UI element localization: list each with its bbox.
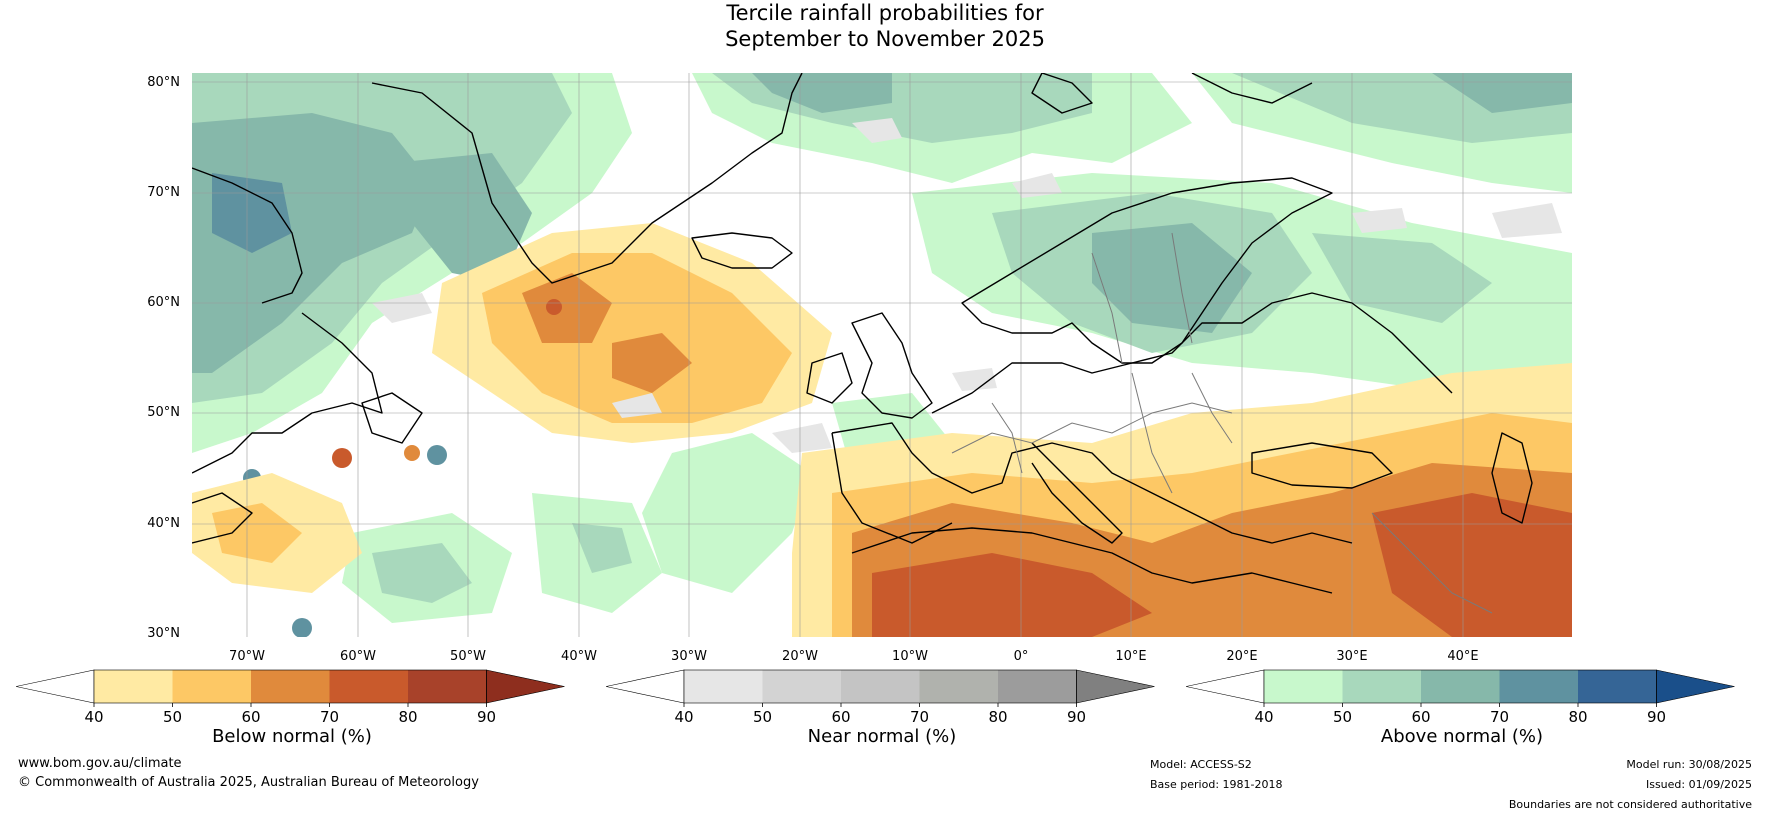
lon-label-40w: 40°W bbox=[561, 649, 597, 664]
map-title-line2: September to November 2025 bbox=[725, 27, 1045, 51]
map-title-line1: Tercile rainfall probabilities for bbox=[726, 1, 1044, 25]
colorbar-low-extend bbox=[1186, 669, 1265, 704]
lat-label-30n: 30°N bbox=[147, 626, 180, 641]
colorbar-seg-50-60 bbox=[762, 670, 841, 703]
footer-model-run: Model run: 30/08/2025 bbox=[1626, 758, 1752, 771]
colorbar-above-normal: 40 50 60 70 80 90 bbox=[1186, 669, 1735, 724]
labrador-coast bbox=[192, 312, 383, 474]
colorbar-high-extend bbox=[1076, 669, 1155, 704]
colorbar-tick-label: 50 bbox=[753, 708, 772, 724]
colorbar-near-normal-label: Near normal (%) bbox=[807, 726, 957, 747]
lat-label-50n: 50°N bbox=[147, 405, 180, 420]
colorbar-tick-label: 40 bbox=[84, 708, 103, 724]
footer-website: www.bom.gov.au/climate bbox=[18, 756, 182, 771]
colorbar-seg-40-50 bbox=[94, 670, 173, 703]
colorbar-tick-label: 80 bbox=[988, 708, 1007, 724]
colorbar-tick-label: 60 bbox=[1411, 708, 1430, 724]
colorbar-outline bbox=[683, 669, 1077, 704]
footer-copyright: © Commonwealth of Australia 2025, Austra… bbox=[18, 775, 479, 790]
baffin-coast bbox=[192, 167, 303, 304]
colorbar-below-normal: 40 50 60 70 80 90 bbox=[16, 669, 565, 724]
scandinavia-coast bbox=[961, 177, 1333, 364]
colorbar-seg-60-70 bbox=[1421, 670, 1500, 703]
map-title: Tercile rainfall probabilities for Septe… bbox=[0, 0, 1770, 52]
colorbar-tick-label: 60 bbox=[241, 708, 260, 724]
colorbar-tick-label: 70 bbox=[910, 708, 929, 724]
lon-label-40e: 40°E bbox=[1447, 649, 1479, 664]
colorbar-tick-label: 90 bbox=[1067, 708, 1086, 724]
lon-label-20e: 20°E bbox=[1226, 649, 1258, 664]
lon-label-30w: 30°W bbox=[671, 649, 707, 664]
colorbar-tick-label: 80 bbox=[398, 708, 417, 724]
colorbar-high-extend bbox=[1656, 669, 1735, 704]
ireland-coast bbox=[806, 352, 853, 404]
colorbar-tick-label: 70 bbox=[1490, 708, 1509, 724]
rainfall-probability-map bbox=[192, 73, 1572, 637]
colorbar-below-normal-label: Below normal (%) bbox=[212, 726, 372, 747]
colorbar-high-extend bbox=[486, 669, 565, 704]
colorbar-tick-label: 50 bbox=[1333, 708, 1352, 724]
colorbar-tick-label: 70 bbox=[320, 708, 339, 724]
nova-scotia-coast bbox=[192, 492, 253, 544]
lat-label-70n: 70°N bbox=[147, 185, 180, 200]
lon-label-60w: 60°W bbox=[340, 649, 376, 664]
north-africa-coast bbox=[851, 527, 1333, 594]
footer-model: Model: ACCESS-S2 bbox=[1150, 758, 1252, 771]
svalbard-coast bbox=[1031, 73, 1093, 114]
colorbar-seg-80-90 bbox=[1578, 670, 1657, 703]
colorbar-tick-label: 40 bbox=[674, 708, 693, 724]
mediterranean-north-coast bbox=[831, 422, 1353, 544]
lon-label-10w: 10°W bbox=[892, 649, 928, 664]
colorbar-tick-label: 50 bbox=[163, 708, 182, 724]
great-britain-coast bbox=[851, 312, 933, 419]
lon-label-50w: 50°W bbox=[450, 649, 486, 664]
colorbar-seg-50-60 bbox=[172, 670, 251, 703]
near-normal-shading bbox=[372, 118, 1562, 453]
colorbar-near-normal: 40 50 60 70 80 90 bbox=[606, 669, 1155, 724]
colorbar-outline bbox=[1263, 669, 1657, 704]
lon-label-70w: 70°W bbox=[229, 649, 265, 664]
colorbar-low-extend bbox=[606, 669, 685, 704]
newfoundland-coast bbox=[361, 392, 423, 444]
europe-north-coast bbox=[931, 292, 1453, 414]
country-borders bbox=[951, 232, 1493, 614]
lon-label-20w: 20°W bbox=[782, 649, 818, 664]
lat-label-80n: 80°N bbox=[147, 75, 180, 90]
black-sea-coast bbox=[1251, 442, 1393, 489]
footer-disclaimer: Boundaries are not considered authoritat… bbox=[1508, 798, 1752, 811]
colorbar-seg-80-90 bbox=[998, 670, 1077, 703]
colorbar-seg-50-60 bbox=[1342, 670, 1421, 703]
lon-label-0: 0° bbox=[1013, 649, 1029, 664]
colorbar-seg-70-80 bbox=[1499, 670, 1578, 703]
lat-label-40n: 40°N bbox=[147, 516, 180, 531]
lon-label-10e: 10°E bbox=[1115, 649, 1147, 664]
iberia-west-coast bbox=[831, 432, 953, 544]
colorbar-tick-label: 90 bbox=[1647, 708, 1666, 724]
colorbar-above-normal-label: Above normal (%) bbox=[1380, 726, 1544, 747]
caspian-coast bbox=[1491, 432, 1533, 524]
footer-issued: Issued: 01/09/2025 bbox=[1645, 778, 1752, 791]
lon-label-30e: 30°E bbox=[1336, 649, 1368, 664]
iceland-coast bbox=[691, 232, 793, 269]
colorbar-seg-70-80 bbox=[329, 670, 408, 703]
colorbar-seg-80-90 bbox=[408, 670, 487, 703]
coastlines bbox=[192, 73, 1533, 594]
footer-base-period: Base period: 1981-2018 bbox=[1150, 778, 1283, 791]
colorbar-seg-60-70 bbox=[251, 670, 330, 703]
greenland-coast bbox=[371, 73, 803, 284]
below-normal-shading bbox=[192, 223, 1572, 637]
colorbar-outline bbox=[93, 669, 487, 704]
colorbar-tick-label: 90 bbox=[477, 708, 496, 724]
colorbar-seg-70-80 bbox=[919, 670, 998, 703]
italy-coast bbox=[1031, 442, 1123, 544]
arctic-islands-coast bbox=[1191, 73, 1313, 104]
colorbar-tick-label: 80 bbox=[1568, 708, 1587, 724]
colorbar-tick-label: 60 bbox=[831, 708, 850, 724]
lat-label-60n: 60°N bbox=[147, 295, 180, 310]
colorbar-seg-60-70 bbox=[841, 670, 920, 703]
colorbar-seg-40-50 bbox=[1264, 670, 1343, 703]
colorbar-tick-label: 40 bbox=[1254, 708, 1273, 724]
colorbar-low-extend bbox=[16, 669, 95, 704]
colorbar-seg-40-50 bbox=[684, 670, 763, 703]
